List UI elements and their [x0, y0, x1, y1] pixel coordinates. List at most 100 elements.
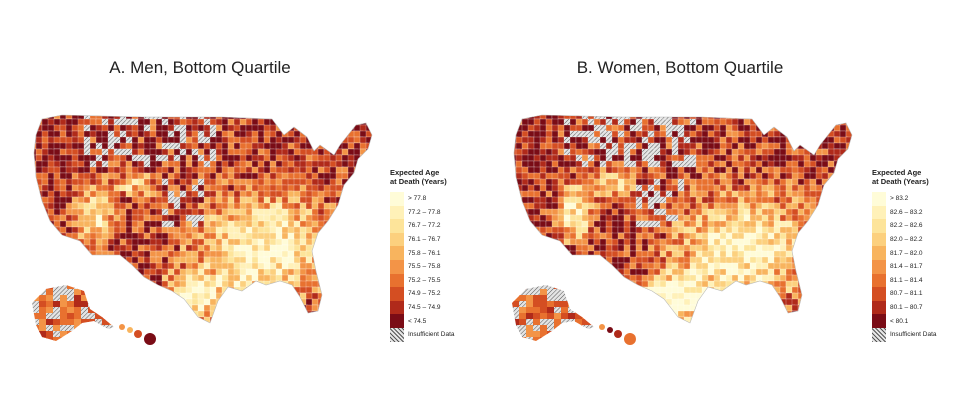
county-cell [713, 322, 722, 323]
legend-swatch [390, 246, 404, 260]
county-cell [797, 256, 810, 268]
county-cell [797, 268, 805, 277]
county-cell [563, 286, 574, 296]
county-cell [521, 262, 533, 271]
county-cell [341, 226, 351, 234]
county-cell [245, 190, 253, 198]
legend-label: Insufficient Data [408, 331, 455, 339]
county-cell [575, 256, 583, 266]
county-cell [107, 256, 116, 265]
county-cell [191, 322, 201, 323]
county-cell [707, 310, 717, 319]
county-cell [827, 115, 837, 123]
county-cell [353, 268, 363, 277]
county-cell [32, 331, 40, 338]
county-cell [173, 322, 184, 323]
county-cell [347, 214, 356, 224]
county-cell [359, 250, 369, 258]
county-cell [653, 322, 663, 323]
county-cell [341, 190, 350, 202]
county-cell [785, 124, 797, 136]
county-cell [839, 238, 848, 249]
county-cell [263, 310, 273, 318]
county-cell [109, 337, 114, 341]
legend-item: 75.8 – 76.1 [390, 246, 455, 260]
county-cell [335, 244, 345, 256]
county-cell [173, 316, 184, 323]
county-cell [815, 124, 823, 136]
county-cell [102, 307, 110, 314]
county-cell [293, 118, 306, 126]
county-cell [833, 316, 842, 323]
county-cell [821, 202, 834, 210]
county-cell [815, 292, 828, 303]
county-cell [539, 244, 548, 253]
county-cell [582, 313, 590, 320]
county-cell [589, 289, 594, 296]
county-cell [88, 295, 96, 302]
county-cell [335, 130, 346, 142]
county-cell [839, 196, 851, 206]
county-cell [773, 142, 781, 150]
legend-item: 82.6 – 83.2 [872, 205, 937, 220]
county-cell [851, 310, 852, 318]
county-cell [561, 325, 569, 332]
county-cell [779, 154, 787, 162]
county-cell [514, 118, 518, 128]
county-cell [353, 280, 366, 291]
county-cell [47, 250, 55, 258]
county-cell [293, 115, 305, 122]
county-cell [821, 256, 834, 266]
county-cell [755, 316, 767, 323]
county-cell [545, 274, 557, 282]
county-cell [833, 184, 842, 196]
county-cell [215, 292, 223, 300]
county-cell [755, 298, 763, 306]
county-cell [53, 301, 61, 308]
county-cell [239, 322, 251, 323]
county-cell [67, 285, 75, 290]
county-cell [533, 238, 544, 250]
county-cell [514, 202, 522, 213]
county-cell [335, 238, 343, 248]
county-cell [767, 316, 777, 323]
county-cell [749, 286, 757, 294]
county-cell [67, 301, 75, 308]
county-cell [533, 337, 541, 341]
county-cell [88, 325, 96, 332]
county-cell [845, 202, 852, 213]
county-cell [611, 286, 620, 294]
county-cell [821, 316, 830, 323]
county-cell [53, 307, 61, 314]
county-cell [95, 268, 106, 278]
county-cell [131, 304, 140, 312]
county-cell [851, 166, 852, 176]
county-cell [568, 307, 576, 314]
county-cell [671, 316, 681, 323]
county-cell [833, 220, 844, 228]
county-cell [41, 262, 49, 272]
county-cell [851, 220, 852, 228]
county-cell [65, 238, 73, 246]
county-cell [34, 232, 37, 242]
county-cell [77, 256, 89, 266]
county-cell [323, 136, 334, 148]
legend-item: 76.7 – 77.2 [390, 219, 455, 233]
county-cell [791, 316, 799, 323]
legend-swatch [390, 273, 404, 288]
county-cell [737, 310, 747, 319]
county-cell [215, 310, 227, 318]
county-cell [329, 310, 341, 319]
alaska-inset [512, 285, 594, 341]
county-cell [512, 285, 520, 290]
county-cell [737, 316, 750, 323]
county-cell [88, 331, 96, 338]
county-cell [773, 115, 781, 122]
county-cell [155, 286, 164, 297]
county-cell [809, 322, 822, 323]
county-cell [353, 184, 365, 195]
county-cell [67, 289, 75, 296]
county-cell [161, 316, 170, 323]
county-cell [47, 274, 55, 282]
county-cell [335, 118, 345, 128]
